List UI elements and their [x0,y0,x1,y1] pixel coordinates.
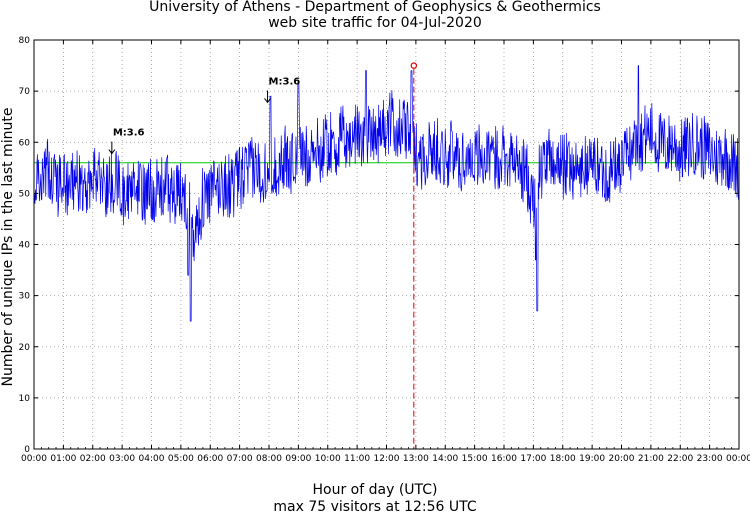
x-axis-label: Hour of day (UTC) [312,482,438,498]
x-tick-label: 18:00 [550,454,576,464]
earthquake-annotation-label: M:3.6 [113,128,145,139]
x-tick-label: 15:00 [462,454,488,464]
ticks-group: 00:00 01:00 02:00 03:00 04:00 05:00 06:00 07:00… [19,36,750,464]
x-tick-label: 09:00 [285,454,311,464]
x-tick-label: 01:00 [50,454,76,464]
y-tick-label: 0 [24,445,30,455]
y-tick-label: 60 [19,138,31,148]
x-tick-label: 10:00 [315,454,341,464]
traffic-series-line [33,65,739,322]
x-tick-label: 22:00 [667,454,693,464]
x-tick-label: 23:00 [697,454,723,464]
y-tick-label: 80 [19,36,31,46]
max-visitors-summary: max 75 visitors at 12:56 UTC [273,499,477,515]
x-tick-label: 04:00 [139,454,165,464]
earthquake-annotation-label: M:3.6 [269,76,301,87]
annotation-arrow-head [108,149,116,155]
x-tick-label: 08:00 [256,454,282,464]
max-point-marker [410,62,418,69]
x-tick-label: 00:00 [21,454,47,464]
x-tick-label: 16:00 [491,454,517,464]
chart-title: University of Athens - Department of Geo… [149,0,601,15]
marks-group: M:3.6 M:3.6 [108,62,418,449]
series-group [33,65,739,322]
x-tick-label: 12:00 [374,454,400,464]
x-tick-label: 11:00 [344,454,370,464]
x-tick-label: 05:00 [168,454,194,464]
y-tick-label: 70 [19,87,31,97]
x-tick-label: 21:00 [638,454,664,464]
x-tick-label: 07:00 [227,454,253,464]
y-tick-label: 40 [19,241,31,251]
y-tick-label: 50 [19,189,31,199]
y-tick-label: 10 [19,394,31,404]
x-tick-label: 19:00 [579,454,605,464]
x-tick-label: 20:00 [609,454,635,464]
x-tick-label: 03:00 [109,454,135,464]
x-tick-label: 17:00 [520,454,546,464]
y-tick-label: 30 [19,292,31,302]
grid [34,40,739,449]
y-tick-label: 20 [19,343,31,353]
chart-subtitle: web site traffic for 04-Jul-2020 [268,15,482,31]
x-tick-label: 14:00 [432,454,458,464]
annotation-arrow-head [264,98,271,104]
x-tick-label: 02:00 [80,454,106,464]
y-axis-label: Number of unique IPs in the last minute [0,107,16,387]
x-tick-label: 06:00 [197,454,223,464]
x-tick-label: 13:00 [403,454,429,464]
x-tick-label: 00:00 [726,454,750,464]
